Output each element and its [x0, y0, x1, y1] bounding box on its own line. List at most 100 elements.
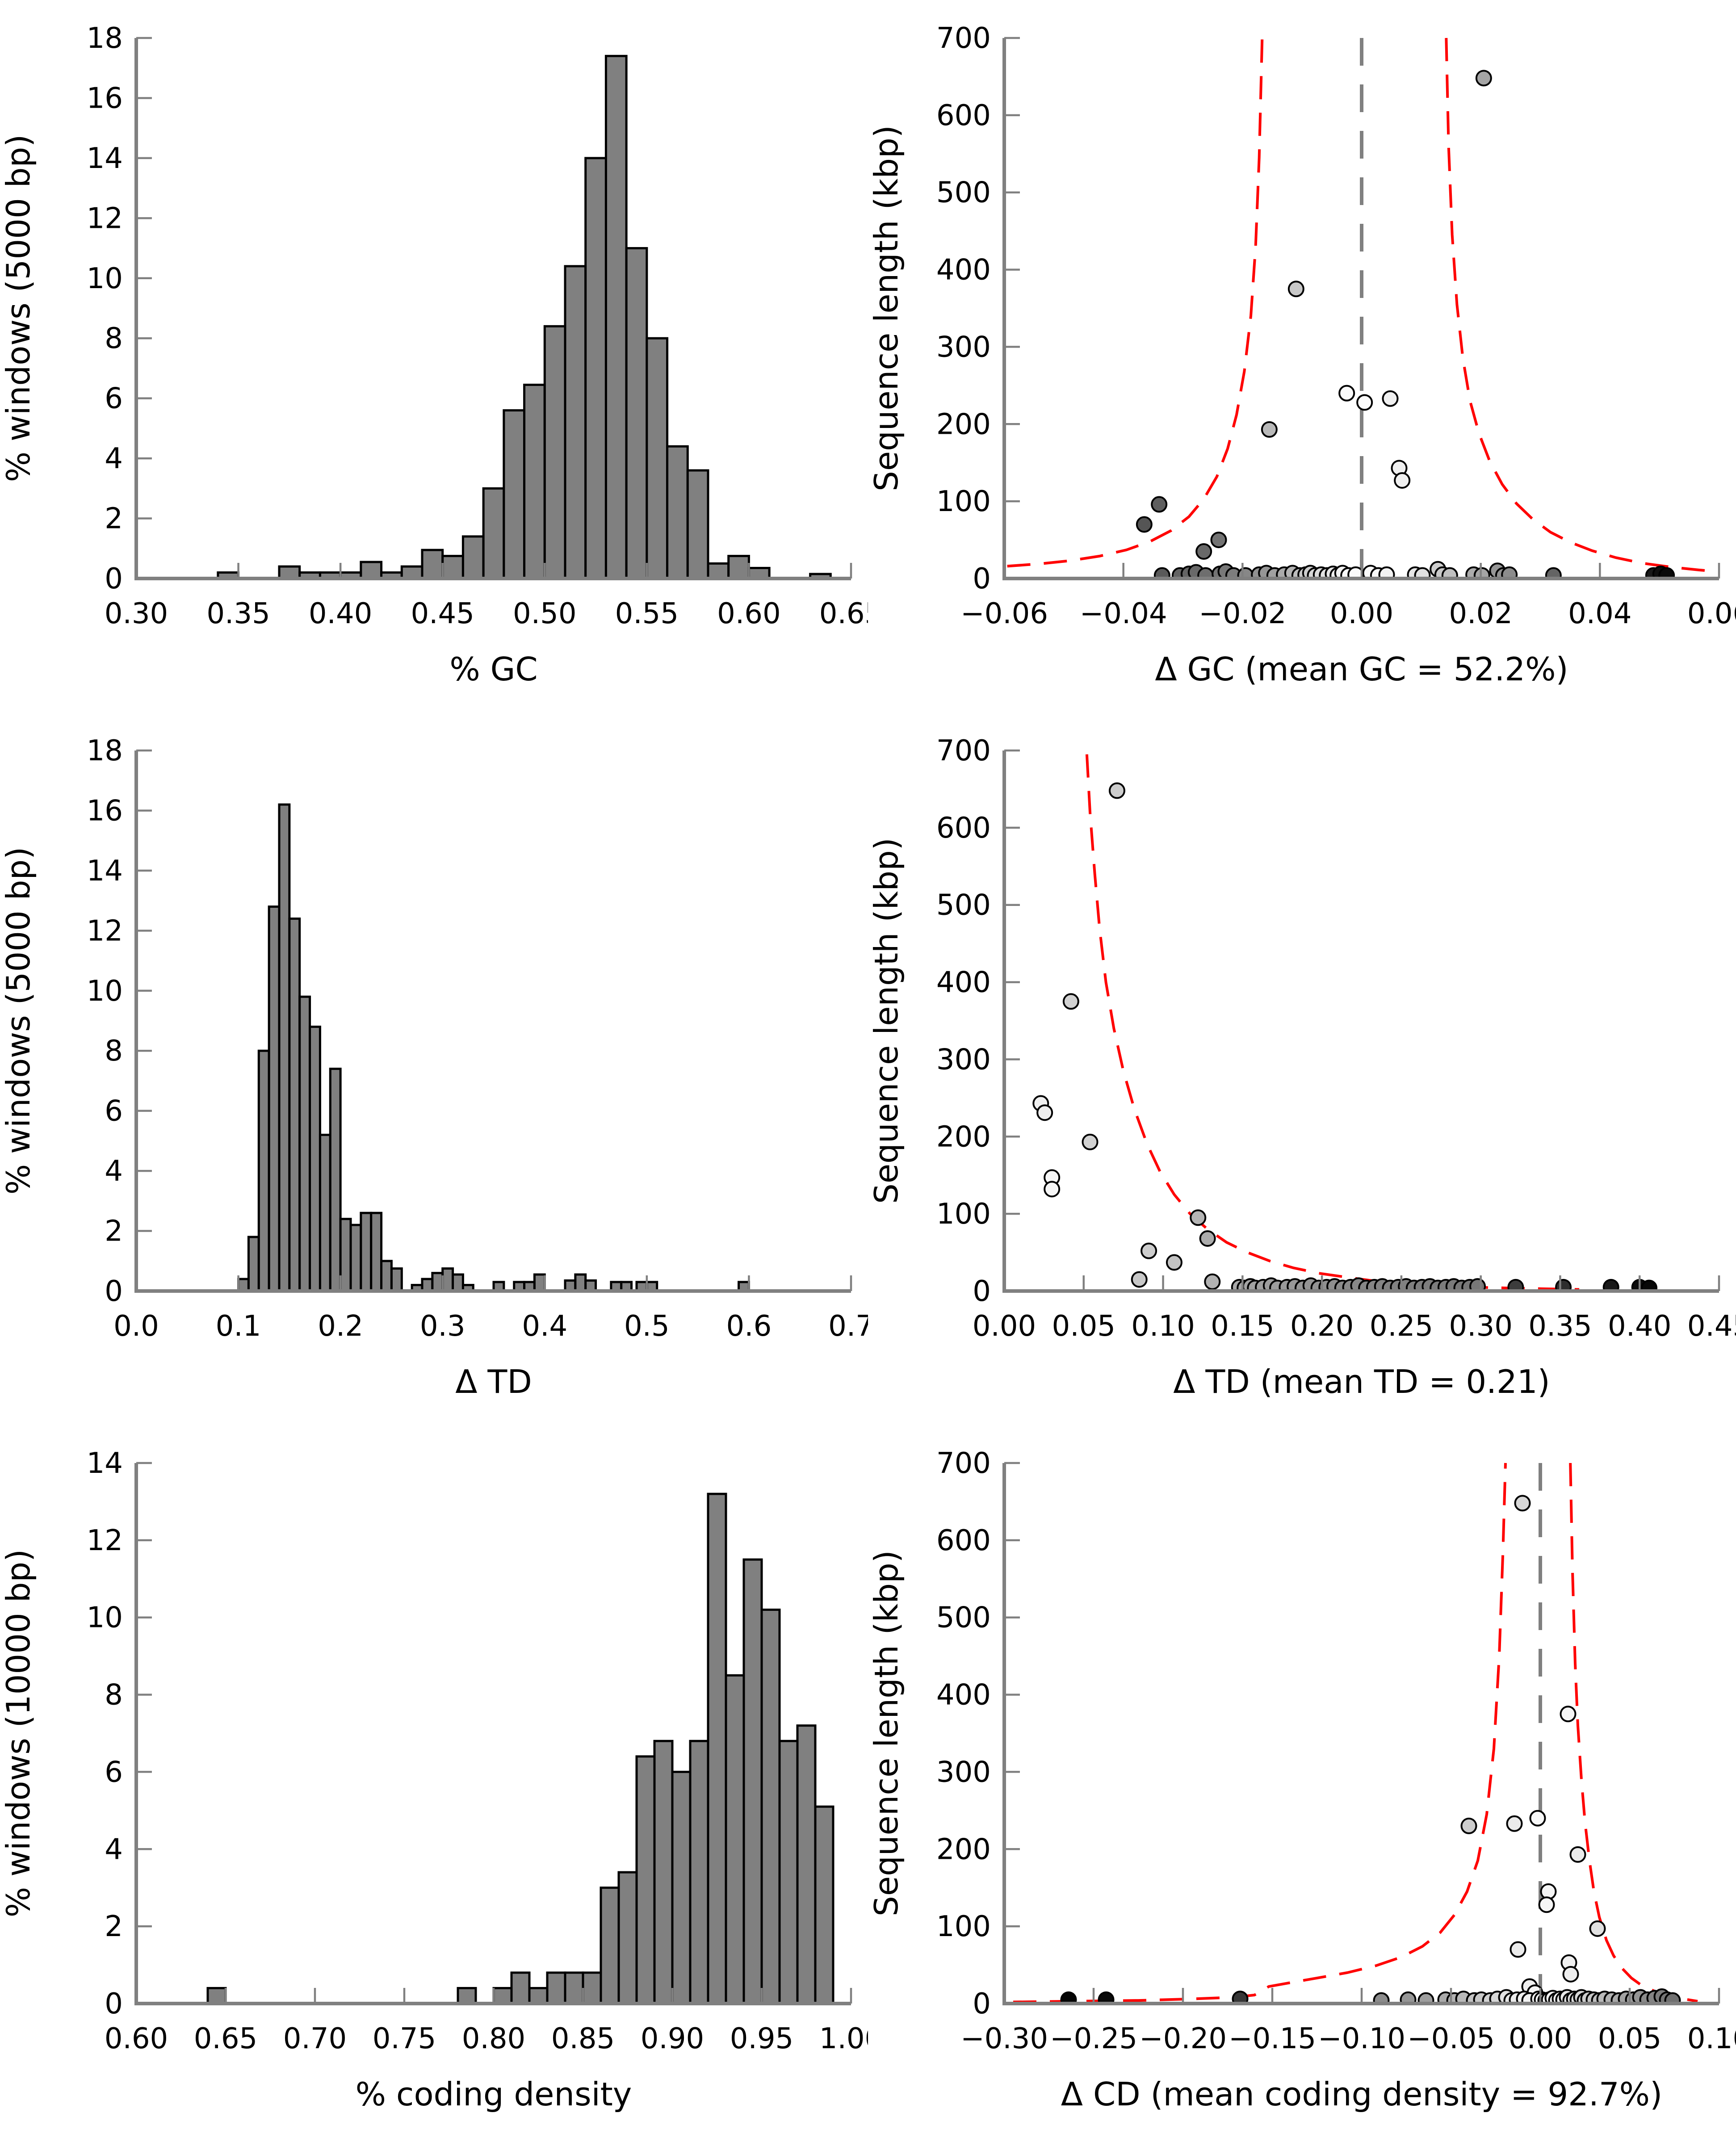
x-tick-label: 0.45	[411, 597, 474, 630]
histogram-bar	[600, 1886, 620, 2005]
panel-delta-cd-scatter: −0.30 −0.25 −0.20 −0.15 −0.10 −0.05 0.00 0.05 0.…	[868, 1425, 1736, 2138]
scatter-point	[1373, 1992, 1390, 2004]
x-tick-label: 0.15	[1211, 1310, 1275, 1343]
histogram-bar	[457, 1987, 477, 2005]
x-tick-label: 0.05	[1052, 1310, 1116, 1343]
histogram-bar	[503, 409, 526, 580]
scatter-point	[1560, 1706, 1577, 1723]
scatter-point	[1338, 385, 1355, 402]
y-tick-label: 0	[973, 562, 991, 595]
scatter-point	[1136, 516, 1153, 533]
x-tick-label: 0.10	[1687, 2022, 1736, 2055]
scatter-point	[1501, 566, 1518, 579]
x-tick-label: −0.05	[1407, 2022, 1495, 2055]
y-tick-label: 4	[105, 442, 123, 475]
histogram-bar	[319, 1133, 331, 1292]
y-tick-label: 400	[936, 966, 991, 999]
scatter-point	[1417, 1992, 1434, 2004]
histogram-bar	[482, 487, 505, 580]
x-tick-label: 0.95	[730, 2022, 794, 2055]
scatter-point	[1166, 1254, 1182, 1271]
histogram-bars	[206, 1492, 834, 2005]
panel-delta-gc-scatter: −0.06 −0.04 −0.02 0.00 0.02 0.04 0.06 0 100 200 30…	[868, 0, 1736, 713]
x-tick-label: −0.20	[1139, 2022, 1227, 2055]
delta-td-vs-length-scatter: 0.00 0.05 0.10 0.15 0.20 0.25 0.30 0.35 0.40 0.45…	[868, 734, 1736, 1400]
scatter-point	[1356, 394, 1373, 411]
y-tick-label: 200	[936, 1120, 991, 1153]
histogram-bar	[707, 1492, 727, 2005]
histogram-bar	[533, 1273, 546, 1292]
y-tick-label: 8	[105, 1035, 123, 1068]
y-tick-label: 18	[87, 734, 123, 767]
scatter-point	[1036, 1104, 1053, 1121]
x-axis-label: % GC	[449, 650, 537, 688]
scatter-point	[1382, 390, 1399, 407]
y-tick-label: 400	[936, 254, 991, 287]
histogram-bar	[778, 1740, 799, 2005]
y-tick-label: 100	[936, 485, 991, 518]
scatter-point	[1394, 472, 1411, 489]
histogram-bar	[461, 535, 485, 580]
scatter-point	[1529, 1810, 1546, 1827]
x-tick-label: −0.06	[960, 597, 1048, 630]
panel-delta-td-scatter: 0.00 0.05 0.10 0.15 0.20 0.25 0.30 0.35 0.40 0.45…	[868, 713, 1736, 1425]
histogram-bar	[206, 1987, 227, 2005]
histogram-bar	[604, 54, 628, 580]
scatter-points	[1060, 1495, 1681, 2004]
x-tick-label: 0.05	[1598, 2022, 1662, 2055]
y-tick-label: 0	[105, 562, 123, 595]
significance-curve	[1013, 1463, 1507, 2004]
scatter-point	[1232, 1991, 1249, 2004]
histogram-bar	[329, 1068, 342, 1292]
histogram-bars	[217, 54, 832, 580]
x-tick-label: 0.40	[1608, 1310, 1672, 1343]
gc-percent-histogram: 0.30 0.35 0.40 0.45 0.50 0.55 0.60 0.65 0 2 4 6 8 10 1…	[0, 22, 868, 688]
histogram-bar	[564, 265, 587, 580]
y-tick-label: 200	[936, 408, 991, 441]
scatter-point	[1569, 1846, 1586, 1863]
scatter-point	[1062, 993, 1079, 1010]
y-axis-label: Sequence length (kbp)	[868, 125, 905, 491]
x-tick-label: 1.00	[819, 2022, 868, 2055]
y-tick-label: 0	[105, 1987, 123, 2021]
scatter-points	[1136, 70, 1675, 579]
scatter-point	[1506, 1815, 1523, 1832]
x-tick-label: 0.60	[717, 597, 781, 630]
y-tick-label: 0	[105, 1275, 123, 1308]
x-axis-label: Δ CD (mean coding density = 92.7%)	[1061, 2075, 1662, 2113]
scatter-point	[1460, 1817, 1477, 1834]
x-tick-label: 0.0	[113, 1310, 159, 1343]
x-tick-label: 0.65	[194, 2022, 258, 2055]
histogram-bar	[298, 995, 311, 1292]
scatter-point	[1378, 566, 1395, 579]
x-tick-label: 0.04	[1568, 597, 1632, 630]
histogram-bar	[452, 1273, 464, 1292]
y-tick-label: 600	[936, 812, 991, 845]
x-tick-label: 0.50	[513, 597, 577, 630]
x-tick-label: 0.20	[1290, 1310, 1354, 1343]
x-tick-label: 0.06	[1687, 597, 1736, 630]
histogram-bar	[646, 337, 669, 580]
scatter-point	[1602, 1279, 1619, 1291]
x-tick-label: 0.75	[373, 2022, 436, 2055]
coding-density-histogram: 0.60 0.65 0.70 0.75 0.80 0.85 0.90 0.95 1.00 0 2 4 6…	[0, 1447, 868, 2113]
y-tick-label: 500	[936, 889, 991, 922]
x-tick-label: 0.5	[624, 1310, 670, 1343]
histogram-bar	[671, 1770, 692, 2005]
y-axis-label: % windows (5000 bp)	[0, 847, 37, 1195]
x-tick-label: 0.02	[1449, 597, 1513, 630]
y-tick-label: 12	[87, 202, 123, 235]
scatter-point	[1261, 421, 1278, 438]
histogram-bar	[360, 561, 383, 580]
scatter-point	[1098, 1991, 1115, 2004]
y-tick-label: 16	[87, 794, 123, 827]
histogram-bar	[309, 1025, 321, 1292]
scatter-point	[1664, 1992, 1681, 2004]
histogram-bar	[574, 1273, 587, 1292]
y-tick-label: 600	[936, 1524, 991, 1557]
histogram-bar	[278, 803, 291, 1292]
y-tick-label: 2	[105, 1910, 123, 1943]
histogram-bar	[543, 325, 566, 580]
y-tick-label: 300	[936, 1043, 991, 1076]
scatter-point	[1131, 1271, 1148, 1288]
